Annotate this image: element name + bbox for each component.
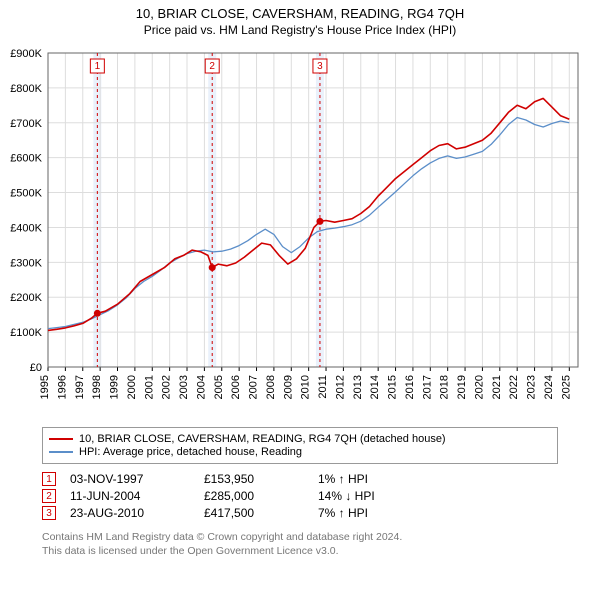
svg-text:£100K: £100K xyxy=(10,327,42,339)
svg-text:2015: 2015 xyxy=(387,375,399,399)
svg-text:2: 2 xyxy=(209,61,215,72)
legend-swatch-property xyxy=(49,438,73,440)
legend-label-property: 10, BRIAR CLOSE, CAVERSHAM, READING, RG4… xyxy=(79,433,446,445)
chart-area: £0 £100K £200K £300K £400K £500K £600K £700K £80… xyxy=(0,43,600,421)
transaction-row: 2 11-JUN-2004 £285,000 14% ↓ HPI xyxy=(42,489,558,503)
svg-text:1995: 1995 xyxy=(39,375,51,399)
svg-text:1999: 1999 xyxy=(109,375,121,399)
transaction-date: 23-AUG-2010 xyxy=(70,506,190,520)
svg-text:1: 1 xyxy=(95,61,101,72)
svg-text:£900K: £900K xyxy=(10,48,42,60)
transaction-price: £285,000 xyxy=(204,489,304,503)
svg-text:£300K: £300K xyxy=(10,257,42,269)
transaction-price: £153,950 xyxy=(204,472,304,486)
transaction-diff: 14% ↓ HPI xyxy=(318,489,438,503)
transaction-row: 3 23-AUG-2010 £417,500 7% ↑ HPI xyxy=(42,506,558,520)
svg-text:2023: 2023 xyxy=(526,375,538,399)
svg-text:£200K: £200K xyxy=(10,292,42,304)
svg-text:2006: 2006 xyxy=(230,375,242,399)
svg-text:2022: 2022 xyxy=(508,375,520,399)
transaction-diff: 1% ↑ HPI xyxy=(318,472,438,486)
transaction-date: 11-JUN-2004 xyxy=(70,489,190,503)
svg-text:2000: 2000 xyxy=(126,375,138,399)
svg-text:2020: 2020 xyxy=(473,375,485,399)
footer-line1: Contains HM Land Registry data © Crown c… xyxy=(42,530,558,544)
chart-title: 10, BRIAR CLOSE, CAVERSHAM, READING, RG4… xyxy=(0,6,600,21)
transactions-table: 1 03-NOV-1997 £153,950 1% ↑ HPI 2 11-JUN… xyxy=(42,472,558,520)
svg-text:2021: 2021 xyxy=(491,375,503,399)
svg-text:2016: 2016 xyxy=(404,375,416,399)
svg-text:2007: 2007 xyxy=(248,375,260,399)
svg-text:2011: 2011 xyxy=(317,375,329,399)
legend-item-hpi: HPI: Average price, detached house, Read… xyxy=(49,446,551,458)
svg-text:2014: 2014 xyxy=(369,375,381,399)
transaction-price: £417,500 xyxy=(204,506,304,520)
svg-text:2018: 2018 xyxy=(439,375,451,399)
legend-swatch-hpi xyxy=(49,451,73,453)
svg-text:2009: 2009 xyxy=(282,375,294,399)
svg-text:£500K: £500K xyxy=(10,188,42,200)
transaction-marker-icon: 3 xyxy=(42,506,56,520)
svg-text:2012: 2012 xyxy=(334,375,346,399)
chart-svg: £0 £100K £200K £300K £400K £500K £600K £700K £80… xyxy=(0,43,600,421)
svg-text:2024: 2024 xyxy=(543,375,555,399)
legend-item-property: 10, BRIAR CLOSE, CAVERSHAM, READING, RG4… xyxy=(49,433,551,445)
svg-text:2019: 2019 xyxy=(456,375,468,399)
svg-text:2004: 2004 xyxy=(195,375,207,399)
svg-text:2001: 2001 xyxy=(143,375,155,399)
svg-text:2003: 2003 xyxy=(178,375,190,399)
chart-subtitle: Price paid vs. HM Land Registry's House … xyxy=(0,23,600,37)
footer-line2: This data is licensed under the Open Gov… xyxy=(42,544,558,558)
svg-text:£600K: £600K xyxy=(10,153,42,165)
svg-text:2017: 2017 xyxy=(421,375,433,399)
svg-text:1998: 1998 xyxy=(91,375,103,399)
svg-text:2005: 2005 xyxy=(213,375,225,399)
svg-text:£700K: £700K xyxy=(10,118,42,130)
svg-text:3: 3 xyxy=(317,61,323,72)
svg-text:2002: 2002 xyxy=(161,375,173,399)
svg-text:1996: 1996 xyxy=(56,375,68,399)
svg-text:1997: 1997 xyxy=(74,375,86,399)
svg-text:£400K: £400K xyxy=(10,222,42,234)
transaction-date: 03-NOV-1997 xyxy=(70,472,190,486)
transaction-marker-icon: 2 xyxy=(42,489,56,503)
svg-text:£0: £0 xyxy=(30,362,42,374)
svg-text:2010: 2010 xyxy=(300,375,312,399)
transaction-row: 1 03-NOV-1997 £153,950 1% ↑ HPI xyxy=(42,472,558,486)
svg-text:£800K: £800K xyxy=(10,83,42,95)
svg-text:2008: 2008 xyxy=(265,375,277,399)
transaction-diff: 7% ↑ HPI xyxy=(318,506,438,520)
svg-text:2025: 2025 xyxy=(560,375,572,399)
transaction-marker-icon: 1 xyxy=(42,472,56,486)
legend-label-hpi: HPI: Average price, detached house, Read… xyxy=(79,446,302,458)
footer: Contains HM Land Registry data © Crown c… xyxy=(42,530,558,558)
svg-text:2013: 2013 xyxy=(352,375,364,399)
legend: 10, BRIAR CLOSE, CAVERSHAM, READING, RG4… xyxy=(42,427,558,464)
